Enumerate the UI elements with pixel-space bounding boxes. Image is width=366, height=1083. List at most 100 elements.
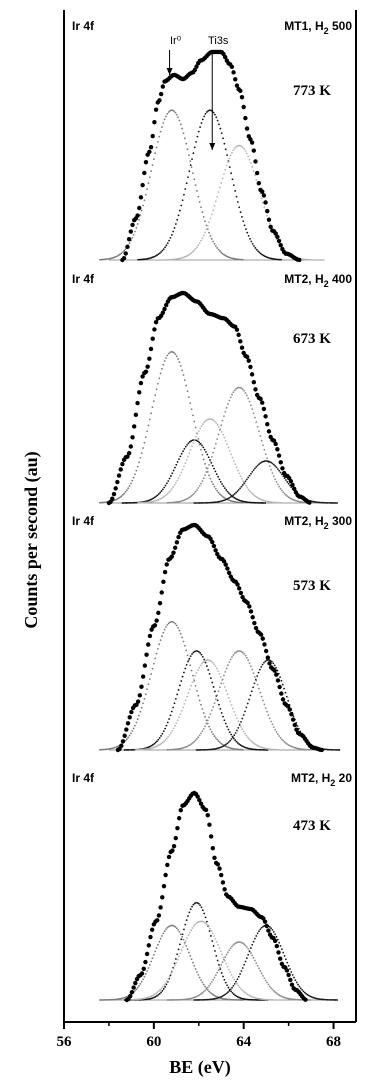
panel-0-component-0-point	[115, 255, 118, 258]
panel-3-component-0-point	[103, 999, 105, 1001]
panel-2-component-1-point	[203, 658, 206, 661]
panel-0-component-0-point	[165, 115, 167, 118]
sample-suffix: 300	[329, 514, 353, 528]
panel-3-component-1-point	[191, 905, 193, 908]
panel-1-component-0-point	[156, 382, 159, 385]
panel-2-component-3-point	[268, 717, 271, 720]
panel-2-component-1-point	[165, 724, 168, 727]
panel-3-component-2-point	[227, 968, 230, 971]
panel-1-component-3-point	[192, 493, 194, 496]
panel-2-component-3-point	[240, 650, 243, 653]
panel-2-component-4-point	[263, 661, 265, 664]
panel-3-spectrum-label: Ir 4f	[72, 771, 95, 785]
panel-2-component-2-point	[163, 740, 166, 743]
panel-1-component-3-point	[173, 501, 175, 504]
panel-3-component-1-point	[188, 911, 191, 914]
panel-2-component-3-point	[294, 747, 297, 749]
panel-3-component-3-point	[231, 945, 233, 948]
panel-2-envelope-point	[245, 600, 250, 606]
panel-1-component-3-point	[174, 501, 177, 504]
panel-0-component-0-point	[236, 258, 239, 261]
panel-1-envelope-point	[265, 422, 270, 427]
panel-3-component-4-point	[212, 998, 215, 1000]
panel-2-component-1-point	[129, 748, 131, 751]
panel-3-component-3-point	[298, 998, 301, 1001]
panel-0-component-2-point	[260, 197, 263, 200]
panel-3-component-4-point	[229, 988, 232, 991]
panel-2-component-1-point	[149, 745, 152, 748]
panel-2-component-0-point	[144, 693, 147, 696]
panel-3-component-2-point	[136, 998, 139, 1001]
panel-2-component-2-point	[257, 745, 260, 748]
panel-1-component-0-point	[171, 351, 174, 353]
panel-0-component-1-point	[165, 244, 168, 247]
panel-3-component-1-point	[146, 998, 149, 1001]
panel-2-component-3-point	[166, 748, 169, 751]
panel-2-component-3-point	[186, 745, 189, 748]
panel-3-component-2-point	[225, 962, 228, 965]
panel-3-component-2-point	[195, 922, 198, 925]
panel-2-component-1-point	[212, 686, 215, 688]
panel-3-component-3-point	[290, 998, 293, 1001]
panel-0-component-1-point	[192, 152, 195, 155]
panel-3-component-2-point	[233, 978, 236, 981]
panel-1-component-2-point	[143, 501, 146, 504]
panel-3-component-0-point	[239, 999, 242, 1001]
panel-1-component-3-point	[232, 391, 235, 394]
panel-2-component-3-point	[264, 707, 267, 709]
panel-3-component-0-point	[227, 998, 229, 1001]
panel-1-component-4-point	[336, 502, 339, 504]
panel-2-component-1-point	[170, 710, 173, 713]
panel-2-component-0-point	[128, 734, 131, 737]
panel-0-component-0-point	[158, 135, 161, 138]
panel-0-component-0-point	[100, 258, 103, 261]
panel-3-component-4-point	[276, 938, 279, 941]
panel-1-component-2-point	[148, 501, 150, 504]
panel-2-component-3-point	[198, 734, 201, 737]
panel-3-component-2-point	[172, 967, 175, 970]
panel-2-envelope-point	[169, 554, 175, 559]
panel-1-component-4-point	[243, 482, 246, 485]
panel-3-envelope-point	[131, 985, 136, 990]
panel-0-component-0-point	[169, 109, 171, 112]
panel-3-component-3-point	[225, 953, 228, 956]
panel-3-component-1-point	[183, 928, 185, 931]
panel-1-component-0-point	[197, 438, 200, 440]
panel-0-component-0-point	[117, 254, 120, 257]
panel-0-marker-arrowhead-0	[166, 68, 173, 75]
panel-2-component-2-point	[249, 739, 252, 742]
panel-1-component-1-point	[183, 447, 186, 450]
panel-1-component-0-point	[174, 353, 177, 356]
panel-2-component-3-point	[177, 748, 180, 750]
panel-1-component-0-point	[130, 482, 132, 485]
panel-2-component-4-point	[225, 743, 228, 746]
panel-2-component-3-point	[220, 682, 223, 685]
panel-2-component-3-point	[201, 730, 204, 733]
panel-3-component-4-point	[220, 995, 223, 998]
panel-1-component-1-point	[124, 502, 126, 504]
panel-0-component-0-point	[204, 220, 206, 223]
panel-2-component-1-point	[197, 650, 200, 653]
panel-3-envelope-point	[143, 959, 148, 965]
panel-1-component-3-point	[213, 447, 216, 450]
panel-2-component-3-point	[189, 743, 192, 746]
panel-3-component-2-point	[203, 921, 206, 924]
panel-3-component-0-point	[182, 938, 185, 941]
panel-1-component-4-point	[252, 469, 255, 472]
panel-2-spectrum-label: Ir 4f	[72, 514, 95, 528]
panel-0-component-0-point	[163, 118, 166, 121]
panel-2-component-2-point	[140, 748, 143, 751]
panel-1-component-1-point	[172, 469, 175, 472]
panel-1-component-2-point	[199, 427, 202, 430]
panel-2-component-4-point	[296, 725, 299, 727]
panel-3-component-0-point	[135, 988, 138, 991]
panel-2-component-2-point	[233, 711, 236, 713]
panel-3-component-4-point	[214, 997, 217, 1000]
panel-1-envelope-point	[130, 435, 135, 440]
panel-2-component-0-point	[196, 689, 198, 692]
panel-3-envelope-point	[284, 968, 290, 973]
panel-3-component-3-point	[186, 998, 189, 1000]
panel-1-component-3-point	[270, 468, 272, 471]
panel-3-component-3-point	[266, 981, 268, 984]
panel-2-component-0-point	[152, 662, 155, 665]
